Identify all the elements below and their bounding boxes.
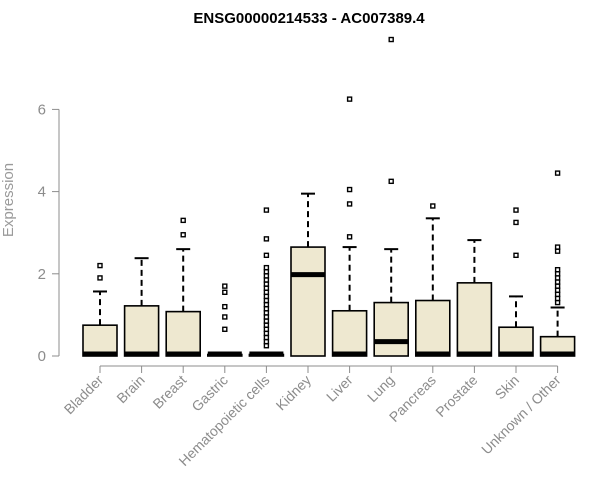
outlier-point [263,281,270,287]
box-rect [290,246,326,357]
outlier-point [263,306,270,312]
outlier-point [346,234,353,240]
box-prostate [456,239,493,357]
outlier-point [263,289,270,295]
outlier-point [346,96,353,102]
outlier-point [263,330,270,337]
outlier-point [388,36,394,43]
outlier-point [263,322,270,328]
x-tick-label: Brain [113,372,147,406]
outlier-point [554,299,561,306]
outlier-point [388,178,394,185]
outlier-point [513,207,519,213]
y-tick-label: 6 [38,101,46,118]
outlier-point [263,252,270,259]
outlier-point [222,289,228,295]
outlier-point [97,275,103,281]
outlier-point [263,297,270,304]
chart-title: ENSG00000214533 - AC007389.4 [193,10,425,27]
outlier-point [263,301,270,308]
outlier-point [554,271,561,277]
outlier-point [554,170,561,176]
outlier-point [513,219,519,226]
box-skin [498,207,534,357]
x-tick-label: Liver [323,372,356,405]
outlier-point [263,285,270,291]
y-axis-label: Expression [0,163,17,237]
outlier-point [263,273,270,279]
outlier-point [554,248,561,254]
outlier-point [263,310,270,316]
box-pancreas [414,203,451,357]
box-liver [331,96,368,357]
outlier-point [346,201,353,207]
outlier-point [263,314,270,320]
outlier-point [263,334,270,341]
outlier-point [554,295,561,302]
outlier-point [554,291,561,298]
x-tick-label: Kidney [273,372,315,414]
x-tick-label: Bladder [61,372,107,418]
box-rect [414,299,451,357]
outlier-point [180,217,186,224]
outlier-point [97,262,103,269]
x-tick-label: Unknown / Other [478,372,564,458]
outlier-point [180,232,186,238]
outlier-point [554,266,561,273]
x-tick-label: Skin [492,372,523,403]
y-axis: 0 2 4 6 [38,101,60,365]
box-rect [82,324,118,357]
y-tick-label: 0 [38,348,46,365]
y-tick-label: 4 [38,184,46,201]
outlier-point [263,343,270,349]
outlier-point [263,277,270,283]
x-tick-label: Prostate [432,372,480,420]
outlier-point [263,264,270,271]
box-rect [373,301,410,357]
outlier-point [263,326,270,332]
outlier-point [554,275,561,281]
outlier-point [222,303,228,310]
box-breast [165,217,201,357]
outlier-point [263,207,270,213]
outlier-point [554,279,561,285]
outlier-point [222,326,228,332]
box-rect [123,305,160,357]
box-rect [456,282,493,357]
outlier-point [513,252,519,259]
outlier-point [554,244,561,250]
outlier-point [263,269,270,275]
box-bladder [82,262,118,357]
outlier-point [554,283,561,289]
box-group [82,36,576,357]
box-unknown-other [539,170,576,357]
y-tick-label: 2 [38,266,46,283]
box-lung [373,36,410,357]
outlier-point [263,318,270,324]
outlier-point [554,287,561,293]
outlier-point [263,236,270,242]
outlier-point [430,203,436,209]
outlier-point [222,314,228,320]
box-kidney [290,192,326,357]
outlier-point [222,283,228,289]
outlier-point [346,186,353,193]
outlier-point [263,338,270,345]
box-rect [331,309,368,357]
box-hematopoietic-cells [248,207,285,357]
outlier-point [263,293,270,300]
box-brain [123,257,160,357]
box-rect [165,310,201,357]
x-tick-label: Breast [149,372,189,412]
x-tick-label: Lung [364,372,397,405]
box-gastric [207,283,243,357]
